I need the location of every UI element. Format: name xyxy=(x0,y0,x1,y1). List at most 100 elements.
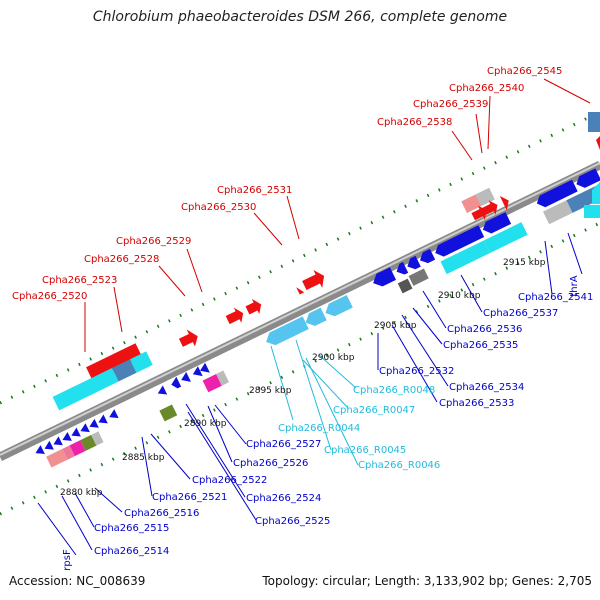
page-title: Chlorobium phaeobacteroides DSM 266, com… xyxy=(92,9,508,25)
gene-label[interactable]: Cpha266_2521 xyxy=(152,492,227,503)
topology-text: Topology: circular; Length: 3,133,902 bp… xyxy=(262,574,592,588)
scale-label: 2890 kbp xyxy=(184,419,227,429)
gene-label[interactable]: Cpha266_2527 xyxy=(246,439,321,450)
gene-arrow xyxy=(35,445,45,455)
gene-arrow xyxy=(499,195,509,211)
gene-arrow xyxy=(200,362,210,373)
scale-label: 2900 kbp xyxy=(312,353,355,363)
gene-label[interactable]: Cpha266_2515 xyxy=(94,523,169,534)
gene-label[interactable]: Cpha266_2525 xyxy=(255,516,330,527)
gene-block xyxy=(397,278,413,294)
gene-arrow xyxy=(396,262,409,275)
gene-block xyxy=(440,240,490,275)
scale-label: 2915 kbp xyxy=(503,258,546,268)
gene-arrow xyxy=(482,212,512,234)
gene-label[interactable]: Cpha266_2531 xyxy=(217,185,292,196)
gene-arrow xyxy=(245,298,262,315)
gene-arrow xyxy=(192,366,203,377)
gene-arrow xyxy=(471,205,487,221)
gene-label[interactable]: Cpha266_2538 xyxy=(377,117,452,128)
gene-arrow xyxy=(181,371,192,382)
gene-arrow xyxy=(157,385,168,395)
gene-arrow xyxy=(109,409,119,419)
gene-label[interactable]: Cpha266_2536 xyxy=(447,324,522,335)
gene-block xyxy=(91,431,104,446)
gene-arrow xyxy=(62,431,72,441)
gene-label[interactable]: Cpha266_2540 xyxy=(449,83,524,94)
forward-leader-lines xyxy=(84,78,591,352)
gene-arrow xyxy=(325,294,353,317)
backbone-line xyxy=(0,160,600,462)
gene-block xyxy=(46,448,68,468)
reverse-gene-labels: rpsF Cpha266_2514 Cpha266_2515 Cpha266_2… xyxy=(62,275,593,570)
gene-block xyxy=(483,222,528,254)
gene-block xyxy=(69,440,86,457)
reverse-leader-lines xyxy=(37,232,583,556)
gene-track xyxy=(35,167,600,468)
gene-block xyxy=(408,268,429,286)
gene-arrow xyxy=(419,248,436,264)
genome-backbone xyxy=(0,160,600,462)
gene-arrow xyxy=(225,307,244,325)
gene-arrow xyxy=(407,255,421,270)
forward-gene-labels: Cpha266_2520 Cpha266_2523 Cpha266_2528 C… xyxy=(12,66,562,302)
gene-label[interactable]: Cpha266_2526 xyxy=(233,458,308,469)
gene-arrow xyxy=(266,316,309,346)
gene-block xyxy=(62,445,75,460)
scale-label: 2910 kbp xyxy=(438,291,481,301)
gene-label[interactable]: Cpha266_2533 xyxy=(439,398,514,409)
gene-arrow xyxy=(435,225,485,257)
gene-label[interactable]: Cpha266_2532 xyxy=(379,366,454,377)
gene-label[interactable]: Cpha266_2545 xyxy=(487,66,562,77)
gene-label[interactable]: Cpha266_R0045 xyxy=(324,445,406,456)
gene-block xyxy=(543,200,573,225)
gene-arrow xyxy=(53,436,63,446)
gene-label[interactable]: Cpha266_2541 xyxy=(518,292,593,303)
gene-arrow xyxy=(592,182,600,204)
gene-label[interactable]: Cpha266_2530 xyxy=(181,202,256,213)
gene-label[interactable]: Cpha266_2523 xyxy=(42,275,117,286)
gene-label[interactable]: Cpha266_2529 xyxy=(116,236,191,247)
rna-leader-lines xyxy=(270,339,359,466)
gene-label[interactable]: thrA xyxy=(569,275,580,296)
gene-arrow xyxy=(296,287,305,295)
gene-arrow xyxy=(305,307,327,326)
rna-gene-labels: Cpha266_R0044 Cpha266_R0045 Cpha266_R004… xyxy=(278,385,440,471)
gene-arrow xyxy=(98,414,108,424)
backbone-highlight xyxy=(0,162,600,456)
gene-label[interactable]: Cpha266_R0047 xyxy=(333,405,415,416)
gene-label[interactable]: Cpha266_2528 xyxy=(84,254,159,265)
scale-label: 2895 kbp xyxy=(249,386,292,396)
gene-block xyxy=(52,368,119,411)
gene-arrow xyxy=(576,168,600,188)
gene-arrow xyxy=(178,329,198,347)
gene-label[interactable]: Cpha266_R0048 xyxy=(353,385,435,396)
gene-label[interactable]: rpsF xyxy=(62,549,73,571)
gene-block xyxy=(216,370,230,386)
gene-arrow xyxy=(89,418,99,428)
gene-arrow xyxy=(302,269,325,291)
gene-label[interactable]: Cpha266_R0044 xyxy=(278,423,360,434)
gene-block xyxy=(86,343,143,381)
gene-label[interactable]: Cpha266_2539 xyxy=(413,99,488,110)
gene-label[interactable]: Cpha266_R0046 xyxy=(358,460,440,471)
gene-label[interactable]: Cpha266_2522 xyxy=(192,475,267,486)
gene-block xyxy=(159,404,178,422)
gene-block xyxy=(80,434,97,451)
gene-label[interactable]: Cpha266_2520 xyxy=(12,291,87,302)
gene-label[interactable]: Cpha266_2535 xyxy=(443,340,518,351)
gene-label[interactable]: Cpha266_2524 xyxy=(246,493,321,504)
gene-label[interactable]: Cpha266_2534 xyxy=(449,382,524,393)
scale-label: 2885 kbp xyxy=(122,453,165,463)
gene-label[interactable]: Cpha266_2537 xyxy=(483,308,558,319)
gene-label[interactable]: Cpha266_2516 xyxy=(124,508,199,519)
gene-block xyxy=(588,112,600,132)
gene-block xyxy=(111,359,137,382)
gene-label[interactable]: Cpha266_2514 xyxy=(94,546,169,557)
gene-arrow xyxy=(596,136,600,150)
scale-label: 2905 kbp xyxy=(374,321,417,331)
gene-arrow xyxy=(71,427,81,437)
gene-arrow xyxy=(482,200,498,216)
